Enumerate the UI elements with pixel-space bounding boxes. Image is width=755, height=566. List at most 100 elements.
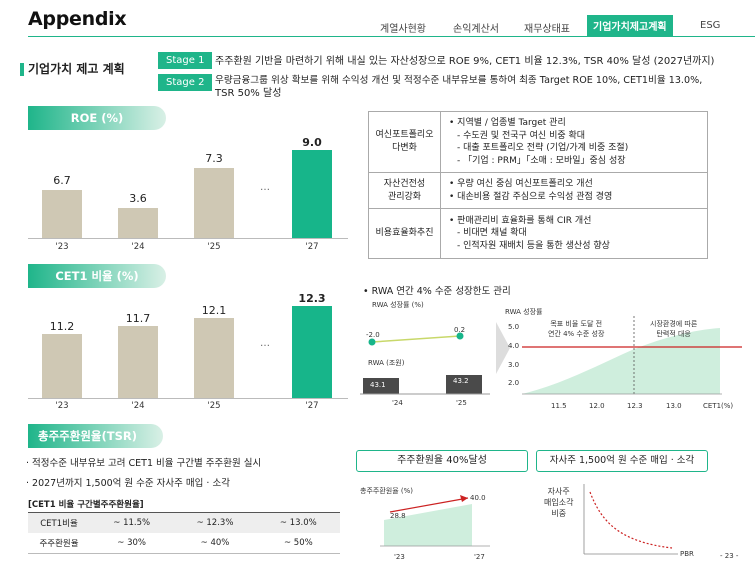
rwa-xtick: 12.0 — [589, 402, 605, 410]
rwa-amount-value-25: 43.2 — [453, 377, 469, 385]
page-title: Appendix — [28, 8, 127, 30]
strategy-label: 자산건전성 관리강화 — [368, 172, 441, 209]
strategy-content: • 판매관리비 효율화를 통해 CIR 개선 - 비대면 채널 확대 - 인적자… — [440, 208, 708, 259]
section-marker — [20, 63, 24, 76]
roe-bar-27 — [292, 150, 332, 238]
roe-x-23: '23 — [55, 242, 69, 252]
rwa-ytick: 2.0 — [508, 379, 520, 387]
tsr-goal-box: 주주환원율 40%달성 — [356, 450, 528, 472]
rwa-ytick: 5.0 — [508, 323, 520, 331]
tsr-chart-label: 총주주환원율 (%) — [360, 487, 413, 495]
roe-label-24: 3.6 — [129, 192, 147, 205]
strategy-table: 여신포트폴리오 다변화 • 지역별 / 업종별 Target 관리 - 수도권 및… — [368, 111, 708, 259]
cet1-x-25: '25 — [207, 401, 221, 411]
rwa-xtick: CET1(%) — [703, 402, 734, 410]
buyback-chart — [583, 484, 678, 555]
roe-heading: ROE (%) — [28, 106, 166, 130]
rwa-annotation-before: 목표 비율 도달 전 연간 4% 수준 성장 — [548, 320, 605, 338]
rwa-ytick: 3.0 — [508, 361, 520, 369]
table-cell: ~ 30% — [90, 533, 174, 554]
rwa-growth-line — [371, 335, 461, 343]
page-number: - 23 - — [720, 552, 739, 560]
roe-chart: 6.7 3.6 7.3 … 9.0 '23 '24 '25 '27 — [28, 130, 348, 260]
cet1-heading: CET1 비율 (%) — [28, 264, 166, 288]
rwa-year-25: '25 — [456, 399, 467, 407]
nav-tab-balance-sheet[interactable]: 재무상태표 — [524, 24, 570, 35]
cet1-chart: 11.2 11.7 12.1 … 12.3 '23 '24 '25 '27 — [28, 288, 348, 418]
cet1-bar-27 — [292, 306, 332, 398]
table-cell: ~ 12.3% — [173, 512, 257, 533]
strategy-content: • 지역별 / 업종별 Target 관리 - 수도권 및 전국구 여신 비중 … — [440, 111, 708, 173]
cet1-x-24: '24 — [131, 401, 145, 411]
roe-axis — [28, 238, 348, 239]
strategy-row: 여신포트폴리오 다변화 • 지역별 / 업종별 Target 관리 - 수도권 및… — [368, 111, 708, 173]
rwa-growth-label: RWA 성장률 (%) — [372, 301, 424, 309]
section-title: 기업가치 제고 계획 — [28, 62, 125, 76]
strategy-row: 자산건전성 관리강화 • 우량 여신 중심 여신포트폴리오 개선 • 대손비용 절… — [368, 172, 708, 209]
rwa-amount-value-24: 43.1 — [370, 381, 386, 389]
cet1-label-27: 12.3 — [298, 292, 326, 305]
stage-1-text: 주주환원 기반을 마련하기 위해 내실 있는 자산성장으로 ROE 9%, CE… — [215, 56, 715, 67]
header-divider — [28, 36, 755, 37]
rwa-amount-bar-24 — [363, 378, 399, 394]
rwa-curve-label: RWA 성장률 — [505, 308, 543, 316]
rwa-growth-value-24: -2.0 — [366, 331, 380, 339]
rwa-xtick: 11.5 — [551, 402, 567, 410]
table-cell: ~ 50% — [256, 533, 340, 554]
arrow-icon — [460, 495, 468, 502]
table-cell: 주주환원율 — [28, 533, 90, 554]
tsr-bullet-1: · 적정수준 내부유보 고려 CET1 비율 구간별 주주환원 실시 — [26, 458, 262, 469]
stage-1-badge: Stage 1 — [158, 52, 213, 69]
stage-2-text-line2: TSR 50% 달성 — [215, 88, 282, 99]
stage-2-text-line1: 우량금융그룹 위상 확보를 위해 수익성 개선 및 적정수준 내부유보를 통하여… — [215, 75, 703, 86]
rwa-mini-chart — [360, 332, 490, 395]
tsr-heading: 총주주환원율(TSR) — [28, 424, 163, 448]
tsr-value-23: 28.8 — [390, 512, 406, 520]
nav-tab-value-up[interactable]: 기업가치제고계획 — [587, 15, 673, 36]
tsr-value-27: 40.0 — [470, 494, 486, 502]
roe-label-27: 9.0 — [302, 136, 322, 149]
rwa-xtick: 12.3 — [627, 402, 643, 410]
buyback-box: 자사주 1,500억 원 수준 매입 · 소각 — [536, 450, 708, 472]
strategy-row: 비용효율화추진 • 판매관리비 효율화를 통해 CIR 개선 - 비대면 채널 … — [368, 208, 708, 259]
roe-label-25: 7.3 — [205, 152, 223, 165]
cet1-bar-24 — [118, 326, 158, 398]
cet1-x-27: '27 — [305, 401, 319, 411]
rwa-bullet: • RWA 연간 4% 수준 성장한도 관리 — [363, 286, 511, 297]
rwa-ytick: 4.0 — [508, 342, 520, 350]
buyback-x-label: PBR — [680, 550, 694, 558]
nav-tab-esg[interactable]: ESG — [700, 20, 721, 31]
tsr-arrow-line — [389, 497, 469, 513]
roe-bar-24 — [118, 208, 158, 238]
table-row: 주주환원율 ~ 30% ~ 40% ~ 50% — [28, 533, 340, 554]
rwa-annotation-after: 시장환경에 따른 탄력적 대응 — [650, 320, 698, 338]
table-cell: ~ 40% — [173, 533, 257, 554]
strategy-label: 비용효율화추진 — [368, 208, 441, 259]
nav-tab-affiliates[interactable]: 계열사현황 — [380, 24, 426, 35]
tsr-growth-chart — [380, 495, 490, 547]
cet1-bar-23 — [42, 334, 82, 398]
roe-ellipsis: … — [260, 182, 270, 193]
roe-x-27: '27 — [305, 242, 319, 252]
rwa-growth-point-25 — [456, 332, 464, 340]
tsr-bullet-2: · 2027년까지 1,500억 원 수준 자사주 매입 · 소각 — [26, 478, 230, 489]
roe-label-23: 6.7 — [53, 174, 71, 187]
strategy-content: • 우량 여신 중심 여신포트폴리오 개선 • 대손비용 절감 주심으로 수익성… — [440, 172, 708, 209]
rwa-curve-area — [522, 328, 720, 394]
nav-tab-income-statement[interactable]: 손익계산서 — [453, 24, 499, 35]
rwa-growth-value-25: 0.2 — [454, 326, 466, 334]
tsr-ratio-table: CET1비율 ~ 11.5% ~ 12.3% ~ 13.0% 주주환원율 ~ 3… — [28, 512, 340, 554]
cet1-x-23: '23 — [55, 401, 69, 411]
buyback-y-label: 자사주 매입소각 비중 — [544, 487, 574, 518]
tsr-year-23: '23 — [394, 553, 405, 561]
rwa-amount-label: RWA (조원) — [368, 359, 405, 367]
roe-bar-25 — [194, 168, 234, 238]
rwa-year-24: '24 — [392, 399, 403, 407]
cet1-ellipsis: … — [260, 338, 270, 349]
table-cell: ~ 11.5% — [90, 512, 174, 533]
rwa-xtick: 13.0 — [666, 402, 682, 410]
tsr-table-title: [CET1 비율 구간별주주환원율] — [28, 500, 144, 510]
rwa-curve-chart — [522, 316, 742, 395]
cet1-label-25: 12.1 — [201, 304, 227, 317]
table-cell: CET1비율 — [28, 512, 90, 533]
